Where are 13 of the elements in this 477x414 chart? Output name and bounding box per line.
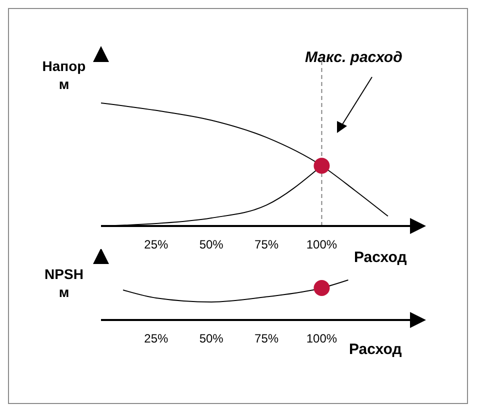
y-axis-title: Напор м bbox=[41, 57, 87, 93]
x-tick-label: 25% bbox=[144, 238, 169, 252]
x-tick-label: 75% bbox=[254, 332, 279, 346]
x-tick-label: 50% bbox=[199, 238, 224, 252]
x-axis-title: Расход bbox=[349, 341, 402, 358]
x-axis-title: Расход bbox=[354, 249, 407, 266]
y-axis-title: NPSH м bbox=[44, 265, 84, 301]
x-tick-label: 25% bbox=[144, 332, 169, 346]
x-tick-label: 100% bbox=[306, 238, 338, 252]
x-tick-label: 50% bbox=[199, 332, 224, 346]
x-tick-label: 75% bbox=[254, 238, 279, 252]
text: Макс. расход bbox=[305, 49, 402, 66]
x-tick-label: 100% bbox=[306, 332, 338, 346]
